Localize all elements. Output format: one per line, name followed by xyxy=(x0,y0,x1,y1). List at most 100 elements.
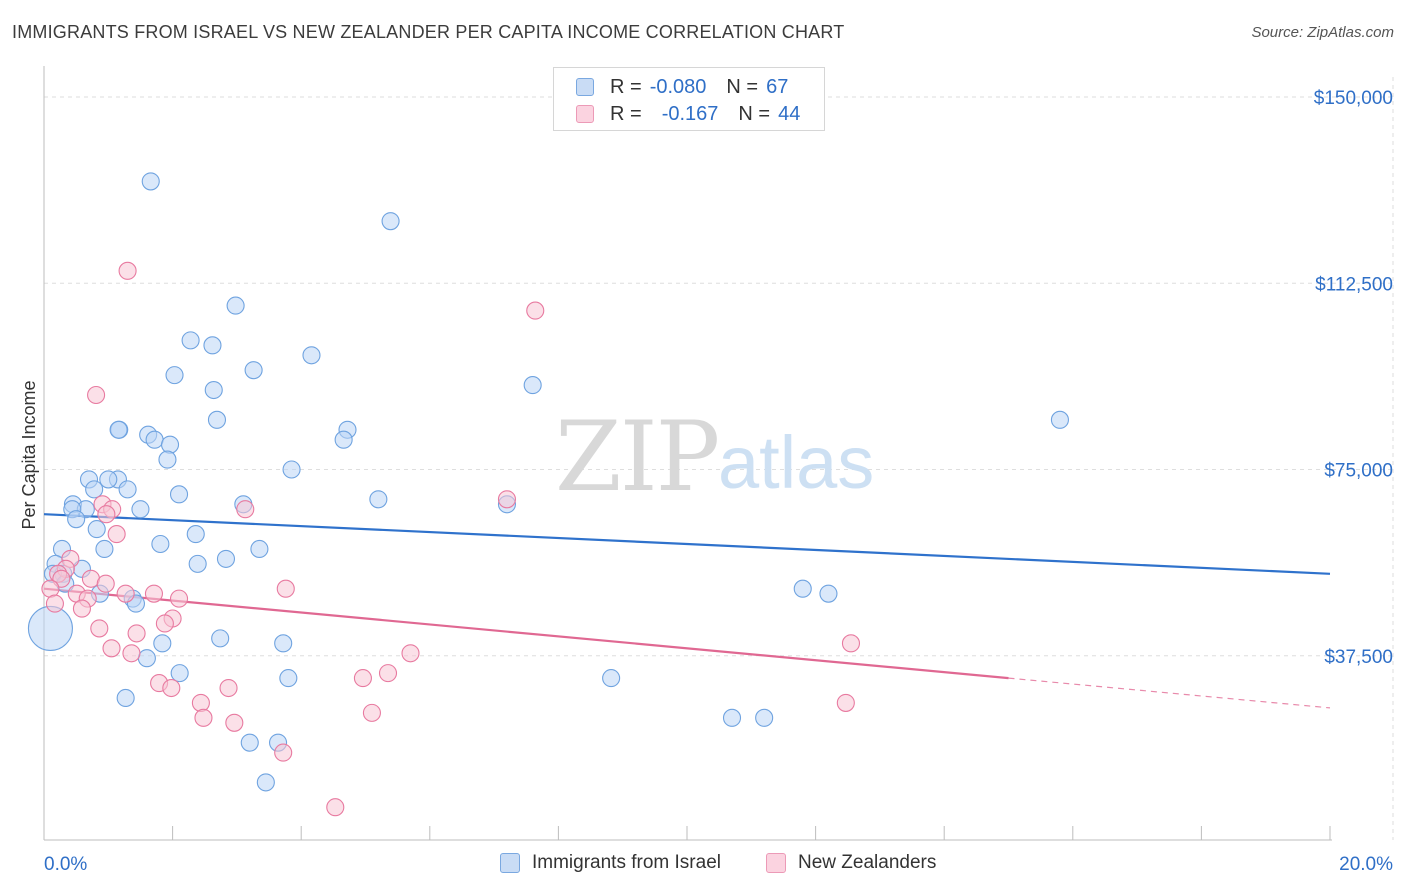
n-value: 67 xyxy=(766,75,789,98)
point-israel xyxy=(244,361,263,380)
trend-lines xyxy=(43,513,1331,709)
r-label: R = xyxy=(610,75,642,98)
point-nz xyxy=(97,505,116,524)
r-value: -0.167 xyxy=(661,102,719,125)
point-israel xyxy=(87,520,106,539)
point-nz xyxy=(162,678,181,698)
point-israel xyxy=(145,430,164,449)
point-israel xyxy=(369,490,388,509)
point-israel xyxy=(67,510,86,529)
swatch-israel xyxy=(500,853,520,873)
point-nz xyxy=(87,385,106,405)
trend-line-israel xyxy=(43,513,1331,575)
legend-item-israel[interactable]: Immigrants from Israel xyxy=(500,852,721,874)
point-nz xyxy=(236,500,255,519)
point-israel xyxy=(722,708,742,727)
point-israel xyxy=(85,480,104,499)
r-value: -0.080 xyxy=(649,75,707,98)
point-nz xyxy=(127,624,146,643)
point-israel xyxy=(755,708,774,727)
point-nz xyxy=(41,579,60,598)
legend-label-nz: New Zealanders xyxy=(798,852,937,873)
point-nz xyxy=(96,574,115,593)
point-israel xyxy=(188,554,207,573)
point-nz xyxy=(102,639,121,658)
point-israel xyxy=(118,480,137,499)
legend-label-israel: Immigrants from Israel xyxy=(532,852,721,873)
stats-legend-row-israel: R = -0.080 N = 67 xyxy=(576,74,788,100)
n-value: 44 xyxy=(778,102,801,125)
point-israel xyxy=(302,346,321,365)
point-nz xyxy=(326,798,345,817)
x-tick-labels: 0.0% 20.0% xyxy=(44,854,1393,875)
point-israel xyxy=(160,435,180,454)
point-nz xyxy=(169,589,189,608)
point-israel xyxy=(256,773,275,792)
point-israel xyxy=(216,549,236,568)
stats-legend: R = -0.080 N = 67 R = -0.167 N = 44 xyxy=(553,67,825,131)
n-label: N = xyxy=(726,75,759,98)
point-israel xyxy=(116,688,135,708)
point-israel xyxy=(109,420,128,439)
point-israel xyxy=(793,579,812,598)
trend-line-nz xyxy=(43,587,1009,680)
point-israel xyxy=(186,525,205,544)
point-nz xyxy=(219,678,238,698)
r-label: R = xyxy=(610,102,642,125)
point-israel xyxy=(282,460,301,479)
point-nz xyxy=(841,634,861,653)
watermark-zip: ZIP xyxy=(555,401,718,513)
legend-item-nz[interactable]: New Zealanders xyxy=(766,852,936,874)
point-israel xyxy=(226,296,245,315)
point-nz xyxy=(401,644,420,663)
swatch-nz xyxy=(766,853,786,873)
point-nz xyxy=(107,525,126,544)
point-israel xyxy=(151,534,170,554)
point-israel xyxy=(211,629,230,648)
point-nz xyxy=(118,261,137,280)
axes xyxy=(43,66,1332,841)
point-israel xyxy=(137,649,156,668)
point-nz xyxy=(526,301,545,320)
point-nz xyxy=(116,584,135,603)
watermark-atlas: atlas xyxy=(718,421,874,504)
point-israel xyxy=(95,539,114,559)
point-israel xyxy=(240,733,259,752)
y-tick-labels: $37,500 $75,000 $112,500 $150,000 xyxy=(1314,88,1393,668)
point-israel xyxy=(207,410,227,429)
y-tick-label: $37,500 xyxy=(1324,647,1393,668)
point-israel xyxy=(250,539,269,559)
point-israel xyxy=(170,664,189,683)
point-nz xyxy=(122,644,141,663)
point-nz xyxy=(276,579,295,598)
point-israel xyxy=(131,500,150,519)
point-nz xyxy=(362,703,381,722)
swatch-nz xyxy=(576,105,594,123)
point-israel xyxy=(158,450,177,469)
point-israel xyxy=(334,430,353,449)
swatch-israel xyxy=(576,78,594,96)
point-nz xyxy=(225,713,244,732)
point-nz xyxy=(497,490,517,509)
n-label: N = xyxy=(738,102,771,125)
bottom-legend: Immigrants from Israel New Zealanders xyxy=(0,852,1406,876)
point-nz xyxy=(378,664,398,683)
source-label: Source: ZipAtlas.com xyxy=(1251,24,1394,41)
y-tick-label: $150,000 xyxy=(1314,88,1393,109)
point-israel xyxy=(274,634,293,653)
y-tick-label: $112,500 xyxy=(1315,274,1393,295)
chart-title: IMMIGRANTS FROM ISRAEL VS NEW ZEALANDER … xyxy=(12,22,845,42)
point-nz xyxy=(836,693,855,712)
y-axis-label: Per Capita Income xyxy=(19,380,39,529)
point-israel xyxy=(279,669,298,688)
point-nz xyxy=(191,693,210,712)
x-tick-label: 0.0% xyxy=(44,854,87,875)
point-nz xyxy=(155,614,174,633)
point-nz xyxy=(353,669,372,688)
y-tick-label: $75,000 xyxy=(1324,461,1393,482)
point-israel xyxy=(165,366,184,385)
x-tick-label: 20.0% xyxy=(1339,854,1393,875)
point-israel xyxy=(381,212,400,231)
data-points xyxy=(27,172,1069,817)
